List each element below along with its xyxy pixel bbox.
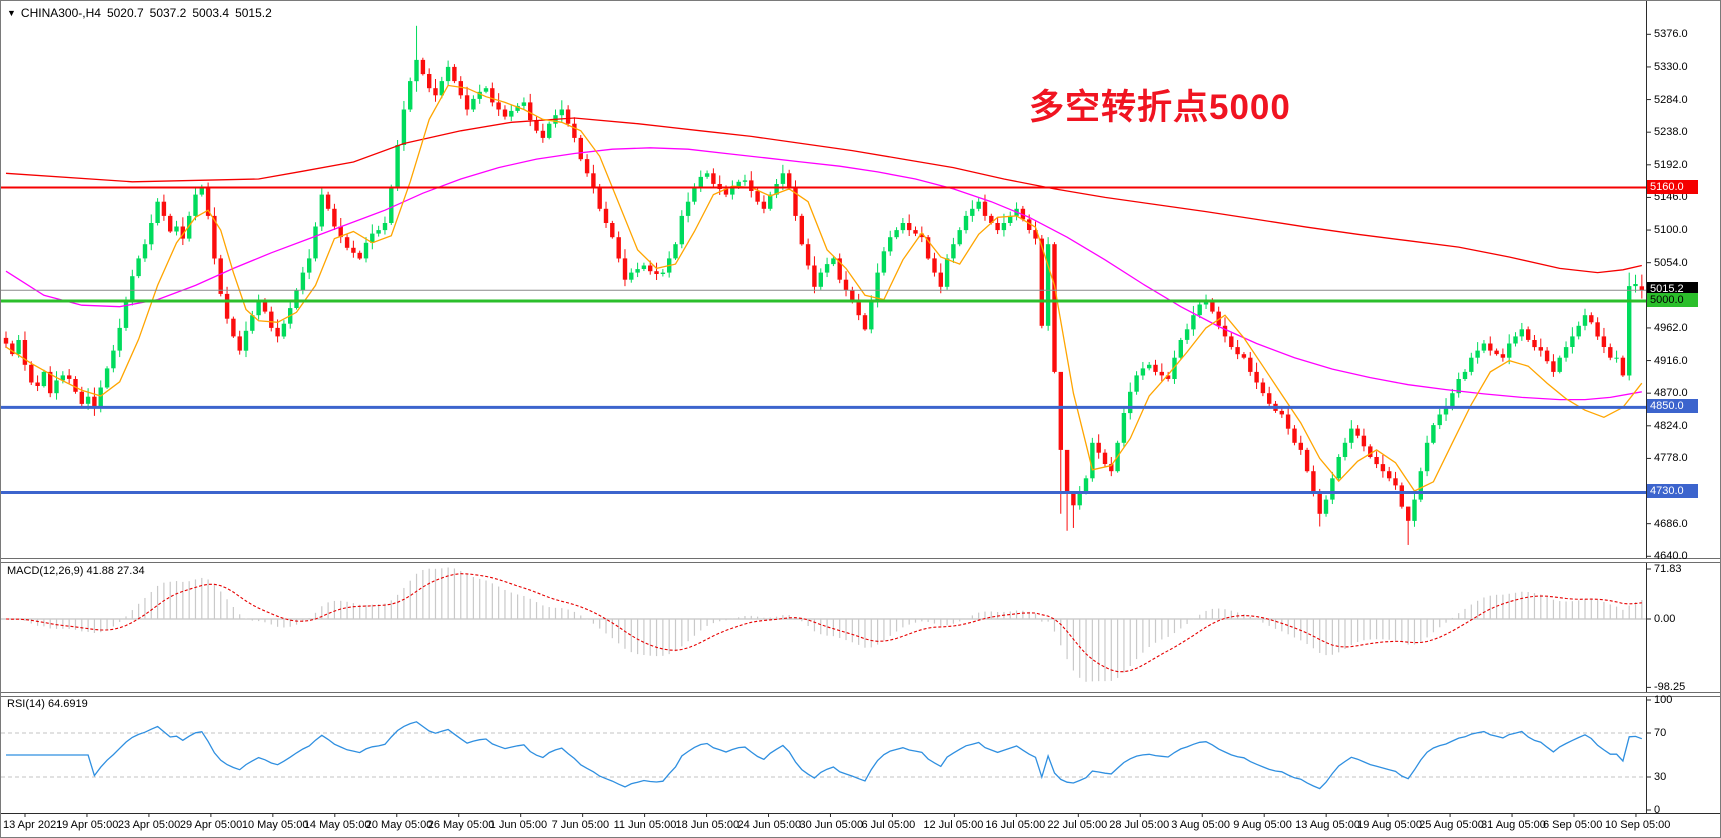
price-chart-area[interactable] [1,1,1646,557]
price-tick-label: 4824.0 [1654,419,1688,432]
chart-header: ▼ CHINA300-,H4 5020.7 5037.2 5003.4 5015.2 [7,6,278,20]
rsi-tick-label: 0 [1654,804,1661,816]
panel-separator-macd[interactable] [1,558,1720,563]
time-axis-label: 12 Jul 05:00 [923,819,984,831]
price-tick-label: 5192.0 [1654,158,1688,171]
time-axis-label: 14 May 05:00 [303,819,371,831]
time-axis-label: 18 Jun 05:00 [675,819,740,831]
rsi-panel-area[interactable] [1,696,1646,813]
time-axis-label: 22 Jul 05:00 [1047,819,1108,831]
time-axis-label: 16 Jul 05:00 [985,819,1046,831]
time-axis-label: 25 Aug 05:00 [1419,819,1484,831]
time-axis-label: 7 Jun 05:00 [551,819,610,831]
price-level-badge: 5000.0 [1647,292,1698,307]
time-axis-label: 6 Sep 05:00 [1543,819,1603,831]
time-axis-label: 30 Jun 05:00 [799,819,864,831]
time-axis-label: 28 Jul 05:00 [1109,819,1170,831]
chart-annotation-text: 多空转折点5000 [1029,88,1291,127]
price-tick-label: 4640.0 [1654,550,1688,563]
rsi-tick-label: 100 [1654,694,1673,706]
low-value: 5003.4 [192,6,230,20]
rsi-value: 64.6919 [47,698,88,710]
time-axis-label: 23 Apr 05:00 [117,819,181,831]
price-tick-label: 5238.0 [1654,126,1688,139]
open-value: 5020.7 [106,6,144,20]
price-tick-label: 4870.0 [1654,387,1688,400]
macd-tick-label: 0.00 [1654,613,1676,625]
time-axis-label: 13 Apr 2021 [3,819,63,831]
price-axis-border [1646,1,1647,813]
time-axis-label: 13 Aug 05:00 [1295,819,1360,831]
price-tick-label: 5376.0 [1654,28,1688,41]
rsi-tick-label: 70 [1654,727,1667,739]
symbol-period-label: CHINA300-,H4 [20,6,101,20]
price-level-badge: 4850.0 [1647,399,1698,414]
price-level-badge: 4730.0 [1647,484,1698,499]
time-axis-label: 26 May 05:00 [427,819,495,831]
price-tick-label: 5054.0 [1654,256,1688,269]
rsi-indicator-label: RSI(14) 64.6919 [7,698,88,710]
time-axis-label: 19 Apr 05:00 [55,819,119,831]
close-value: 5015.2 [235,6,272,20]
time-axis-label: 29 Apr 05:00 [179,819,243,831]
price-tick-label: 5330.0 [1654,60,1688,73]
time-axis-label: 10 May 05:00 [241,819,309,831]
price-tick-label: 5284.0 [1654,93,1688,106]
time-axis-label: 11 Jun 05:00 [613,819,677,831]
time-axis-label: 10 Sep 05:00 [1604,819,1671,831]
macd-tick-label: -98.25 [1654,681,1686,694]
price-tick-label: 4686.0 [1654,517,1688,530]
macd-name: MACD(12,26,9) [7,565,84,577]
price-tick-label: 5146.0 [1654,191,1688,204]
rsi-tick-label: 30 [1654,771,1667,783]
macd-tick-label: 71.83 [1654,563,1682,575]
price-tick-label: 4916.0 [1654,354,1688,367]
time-axis-label: 24 Jun 05:00 [737,819,802,831]
macd-indicator-label: MACD(12,26,9) 41.88 27.34 [7,565,145,577]
price-tick-label: 4778.0 [1654,452,1688,465]
panel-separator-rsi[interactable] [1,692,1720,697]
time-axis-label: 20 May 05:00 [365,819,433,831]
time-axis-label: 6 Jul 05:00 [861,819,916,831]
time-axis-border [1,813,1720,814]
time-axis-label: 31 Aug 05:00 [1481,819,1546,831]
symbol-dropdown-icon[interactable]: ▼ [7,8,16,18]
macd-panel-area[interactable] [1,562,1646,691]
price-level-badge: 5015.2 [1647,282,1698,297]
time-axis-label: 19 Aug 05:00 [1357,819,1422,831]
rsi-name: RSI(14) [7,698,45,710]
price-tick-label: 4962.0 [1654,321,1688,334]
macd-values: 41.88 27.34 [86,565,145,577]
price-tick-label: 5100.0 [1654,224,1688,237]
high-value: 5037.2 [149,6,187,20]
time-axis-label: 1 Jun 05:00 [489,819,548,831]
time-axis-label: 9 Aug 05:00 [1233,819,1292,831]
price-level-badge: 5160.0 [1647,179,1698,194]
time-axis-label: 3 Aug 05:00 [1171,819,1230,831]
